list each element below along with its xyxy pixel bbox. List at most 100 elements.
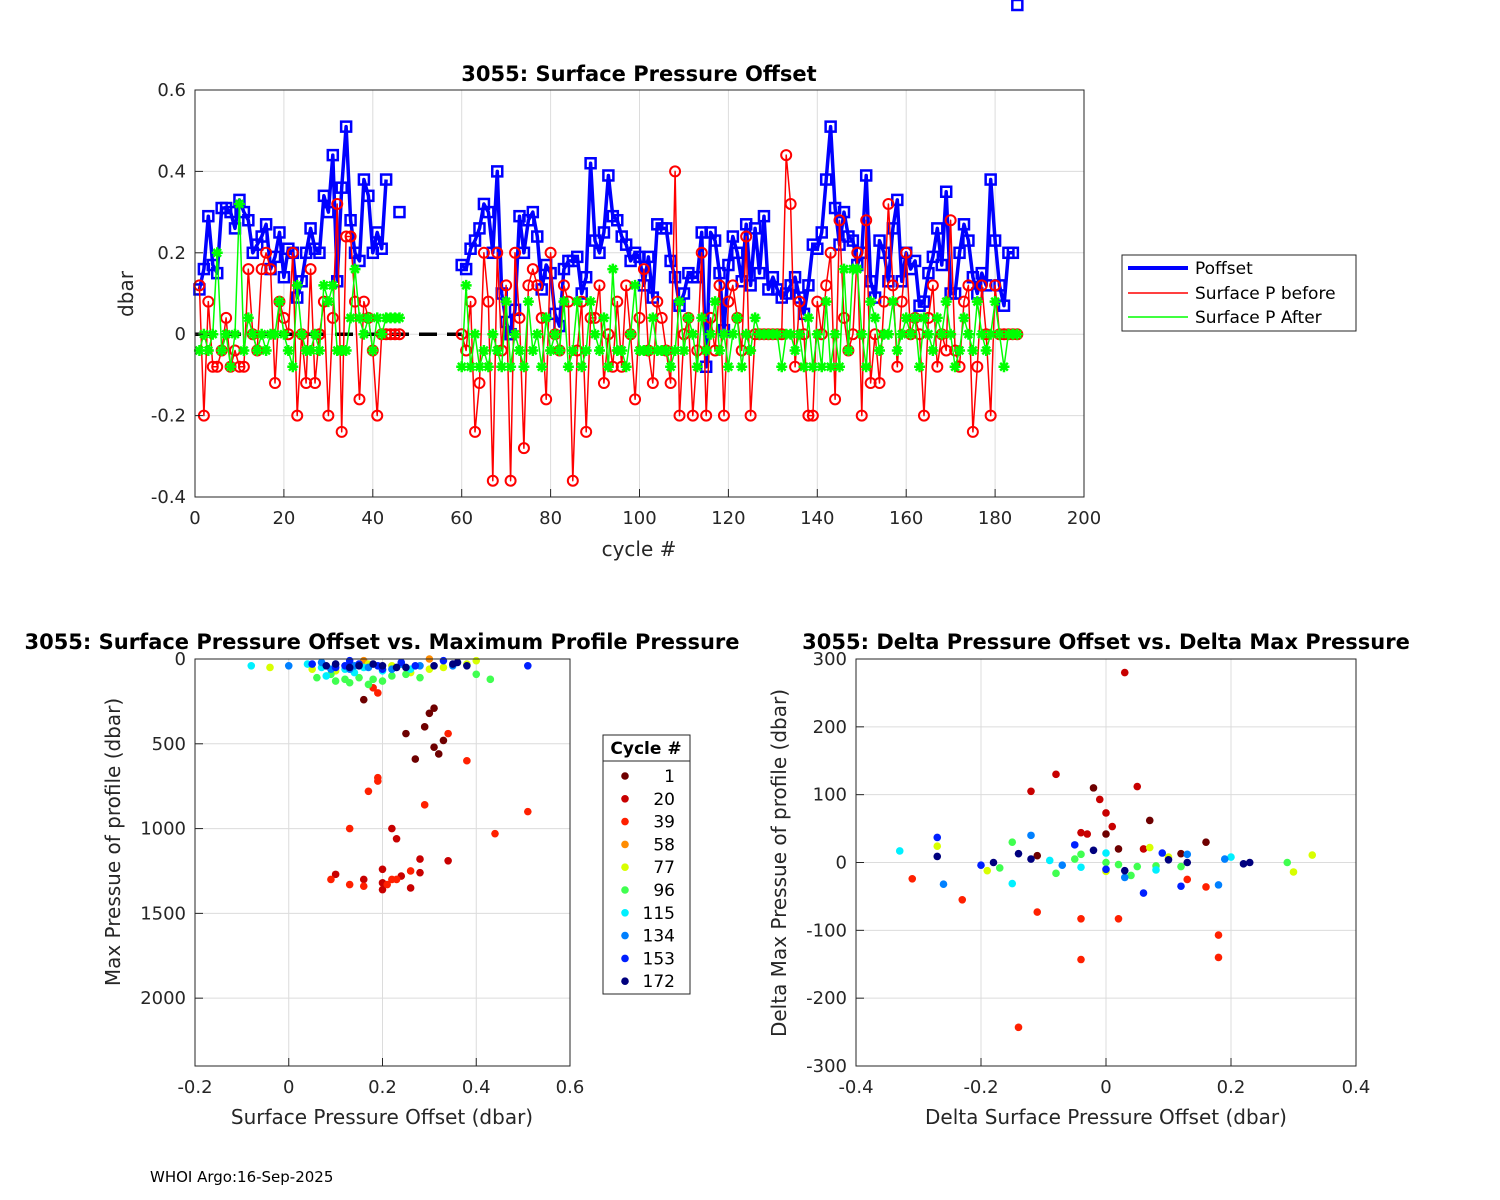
legend-marker: [621, 977, 629, 985]
data-point: [455, 328, 468, 341]
data-point: [860, 214, 873, 227]
data-point: [473, 377, 486, 390]
data-point: [864, 275, 877, 288]
x-tick-label: 0.4: [462, 1077, 491, 1098]
data-point: [874, 344, 886, 356]
data-point: [362, 189, 375, 203]
data-point: [771, 328, 783, 340]
x-tick-label: 40: [361, 508, 384, 529]
data-point: [1033, 851, 1042, 860]
data-point: [1164, 855, 1173, 864]
data-point: [287, 361, 299, 373]
data-point: [873, 234, 886, 247]
data-point: [420, 801, 429, 809]
data-point: [585, 296, 597, 308]
data-point: [430, 704, 438, 712]
chart-title: 3055: Surface Pressure Offset vs. Maximu…: [24, 630, 739, 654]
x-tick-label: 200: [1067, 508, 1101, 529]
data-point: [976, 328, 988, 340]
data-point: [918, 312, 930, 324]
data-point: [616, 344, 628, 356]
data-point: [584, 157, 597, 170]
data-point: [509, 328, 521, 340]
data-point: [416, 868, 424, 877]
data-point: [766, 270, 780, 284]
data-point: [1133, 782, 1142, 791]
data-point: [266, 663, 274, 672]
data-point: [958, 896, 967, 904]
x-tick-label: -0.2: [963, 1077, 998, 1098]
data-point: [931, 360, 944, 373]
data-point: [472, 656, 481, 665]
data-point: [620, 361, 632, 373]
data-point: [611, 213, 624, 227]
data-point: [513, 344, 525, 356]
data-point: [749, 312, 761, 324]
data-point: [1008, 879, 1017, 888]
data-point: [513, 311, 526, 324]
data-point: [816, 361, 828, 373]
data-point: [357, 173, 371, 186]
data-point: [557, 279, 570, 292]
data-point: [322, 409, 335, 422]
data-point: [340, 230, 353, 243]
x-axis-label: Surface Pressure Offset (dbar): [231, 1105, 533, 1129]
data-point: [202, 209, 215, 223]
data-point: [705, 328, 717, 340]
data-point: [406, 867, 415, 875]
data-point: [579, 270, 593, 284]
data-point: [944, 214, 957, 227]
data-point: [1202, 883, 1210, 891]
x-tick-label: 0.4: [1342, 1077, 1371, 1098]
x-tick-label: -0.4: [838, 1077, 873, 1098]
data-point: [430, 743, 438, 751]
data-point: [369, 675, 377, 684]
data-point: [1177, 849, 1185, 858]
data-point: [945, 328, 957, 340]
data-point: [939, 880, 948, 889]
data-point: [998, 361, 1010, 373]
x-tick-label: 20: [272, 508, 295, 529]
legend-entry: 1: [664, 767, 675, 787]
series-surface-p-after: [193, 198, 1023, 373]
data-point: [402, 670, 410, 679]
data-point: [909, 312, 921, 324]
series-line: [198, 203, 400, 368]
data-point: [713, 279, 726, 292]
data-point: [687, 328, 699, 340]
data-point: [469, 425, 482, 438]
data-point: [540, 312, 552, 324]
data-point: [954, 344, 966, 356]
data-point: [820, 279, 833, 292]
data-point: [370, 226, 384, 239]
legend-marker: [621, 795, 629, 803]
data-point: [308, 660, 316, 668]
data-point: [664, 254, 677, 268]
data-point: [486, 675, 495, 684]
x-tick-label: 0.2: [1217, 1077, 1246, 1098]
data-point: [331, 870, 340, 879]
data-point: [562, 361, 574, 373]
data-point: [463, 756, 471, 765]
data-point: [824, 120, 837, 133]
y-tick-label: -0.2: [151, 406, 186, 427]
data-point: [379, 173, 393, 186]
data-point: [588, 234, 602, 247]
data-point: [740, 328, 752, 340]
data-point: [842, 344, 854, 356]
data-point: [674, 296, 686, 308]
data-point: [977, 861, 985, 870]
data-point: [291, 409, 304, 422]
data-point: [789, 344, 801, 356]
data-point: [673, 409, 686, 422]
x-axis-label: cycle #: [602, 537, 677, 561]
data-point: [717, 409, 730, 422]
data-point: [465, 361, 477, 373]
data-point: [580, 344, 592, 356]
y-tick-label: -100: [806, 920, 847, 941]
y-tick-label: 1000: [140, 819, 186, 840]
data-point: [900, 246, 913, 259]
data-point: [744, 279, 757, 292]
data-point: [282, 344, 294, 356]
